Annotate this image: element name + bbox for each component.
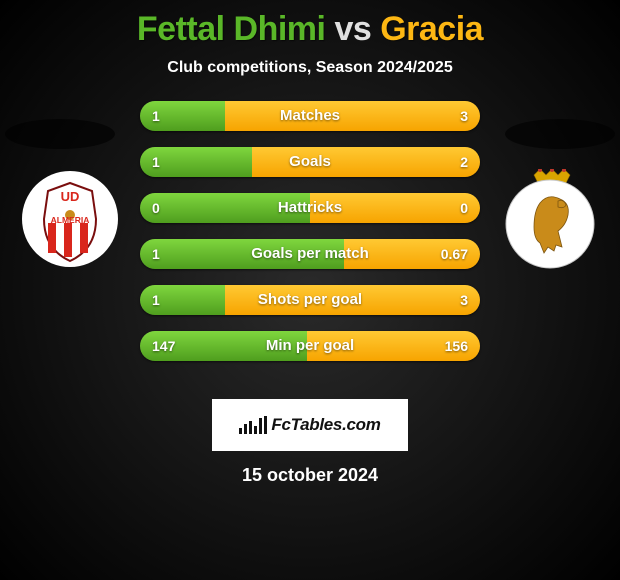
brand-text: FcTables.com [271,415,380,435]
comparison-card: Fettal Dhimi vs Gracia Club competitions… [0,0,620,486]
stat-row: 13Shots per goal [140,285,480,315]
vs-separator: vs [334,10,371,48]
stats-container: 13Matches 12Goals 00Hattricks 10.67Goals pe… [140,101,480,377]
stat-label: Goals [140,147,480,177]
stat-row: 147156Min per goal [140,331,480,361]
brand-bar [249,421,252,434]
club-badge-right [500,169,600,269]
brand-bar [239,428,242,434]
brand-bar [259,418,262,434]
club-badge-left: UD ALMERIA [20,169,120,269]
stat-row: 12Goals [140,147,480,177]
stat-label: Shots per goal [140,285,480,315]
badge-left-text-bottom: ALMERIA [51,215,90,225]
page-title: Fettal Dhimi vs Gracia [0,10,620,49]
date-label: 15 october 2024 [0,465,620,486]
brand-bar [254,426,257,434]
player1-name: Fettal Dhimi [137,10,326,48]
badge-shadow-right [505,119,615,149]
subtitle: Club competitions, Season 2024/2025 [0,59,620,77]
brand-box[interactable]: FcTables.com [212,399,408,451]
stat-label: Min per goal [140,331,480,361]
brand-bar [264,416,267,434]
badge-shadow-left [5,119,115,149]
main-area: UD ALMERIA 13Matches 12Goals 00Hattricks 10… [0,97,620,397]
brand-bars-icon [239,416,267,434]
stat-label: Hattricks [140,193,480,223]
stat-row: 13Matches [140,101,480,131]
stat-row: 00Hattricks [140,193,480,223]
badge-left-stripes [48,223,88,257]
brand-bar [244,424,247,434]
player2-name: Gracia [380,10,483,48]
stat-row: 10.67Goals per match [140,239,480,269]
stat-label: Goals per match [140,239,480,269]
badge-left-text-top: UD [61,189,80,204]
stat-label: Matches [140,101,480,131]
